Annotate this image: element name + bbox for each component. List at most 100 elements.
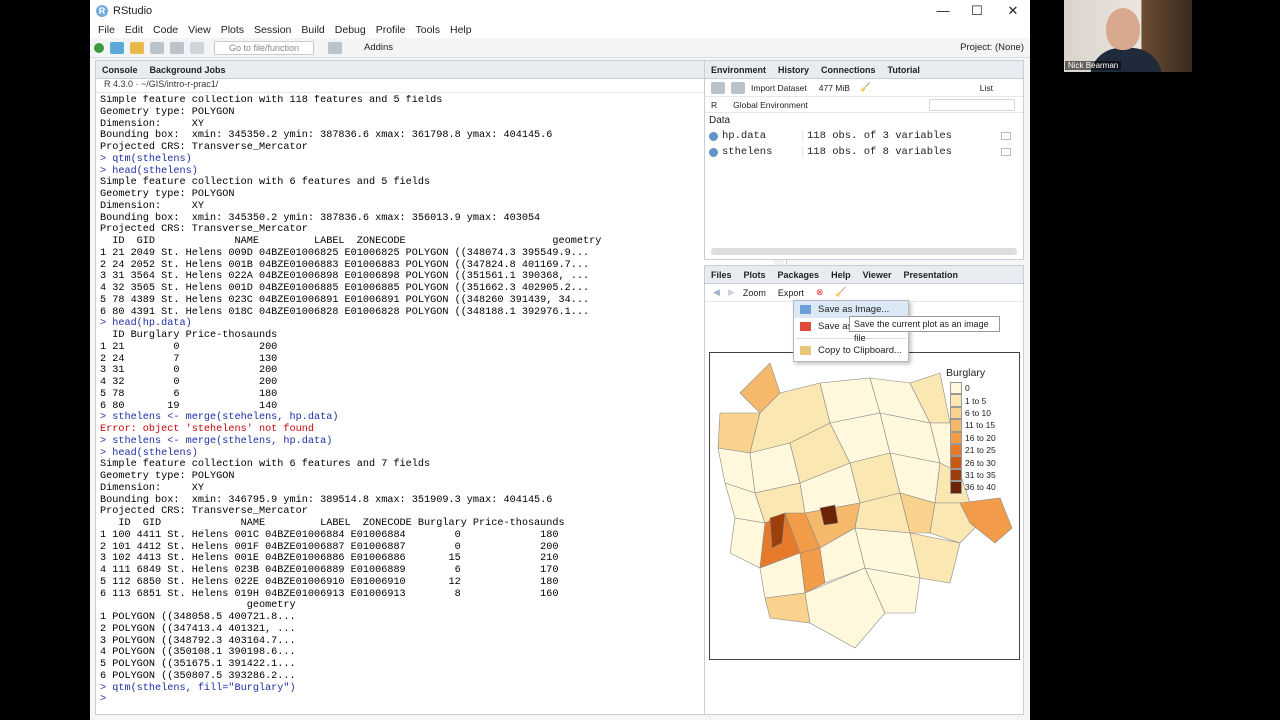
tab-help[interactable]: Help bbox=[831, 269, 851, 280]
console-line: Projected CRS: Transverse_Mercator bbox=[100, 506, 308, 518]
expand-icon[interactable] bbox=[709, 147, 718, 157]
clipboard-icon bbox=[800, 346, 811, 355]
menu-debug[interactable]: Debug bbox=[334, 24, 366, 36]
save-as-pdf-menu-item[interactable]: Save as bbox=[794, 318, 908, 335]
copy-to-clipboard-menu-item[interactable]: Copy to Clipboard... bbox=[794, 342, 908, 359]
rstudio-logo-icon: R bbox=[96, 5, 108, 17]
environment-pane: Environment History Connections Tutorial… bbox=[704, 60, 1024, 260]
console-line: Projected CRS: Transverse_Mercator bbox=[100, 224, 308, 236]
minimize-button[interactable]: — bbox=[936, 3, 950, 18]
menu-code[interactable]: Code bbox=[153, 24, 179, 36]
legend-label: 1 to 5 bbox=[965, 395, 987, 406]
console-line: > head(sthelens) bbox=[100, 447, 198, 459]
import-dataset-button[interactable]: Import Dataset bbox=[751, 82, 807, 93]
console-line: 1 100 4411 St. Helens 001C 04BZE01006884… bbox=[100, 529, 559, 541]
tab-environment[interactable]: Environment bbox=[711, 64, 767, 75]
legend-swatch bbox=[950, 456, 962, 469]
remove-plot-icon[interactable]: ⊗ bbox=[815, 287, 824, 297]
console-line: > sthelens <- merge(stehelens, hp.data) bbox=[100, 412, 339, 424]
menu-profile[interactable]: Profile bbox=[375, 24, 406, 36]
tab-packages[interactable]: Packages bbox=[777, 269, 820, 280]
zoom-button[interactable]: Zoom bbox=[742, 287, 766, 298]
menu-view[interactable]: View bbox=[188, 24, 211, 36]
tab-plots[interactable]: Plots bbox=[743, 269, 766, 280]
load-workspace-icon[interactable] bbox=[711, 81, 725, 94]
map-region bbox=[864, 567, 921, 614]
new-project-icon[interactable] bbox=[110, 41, 124, 54]
tab-history[interactable]: History bbox=[778, 64, 810, 75]
back-arrow-icon[interactable]: ◀ bbox=[713, 287, 720, 297]
main-toolbar: Go to file/function Addins Project: (Non… bbox=[90, 38, 1030, 58]
tab-presentation[interactable]: Presentation bbox=[903, 269, 958, 280]
map-region bbox=[769, 512, 786, 549]
console-line: > sthelens <- merge(sthelens, hp.data) bbox=[100, 435, 333, 447]
expand-icon[interactable] bbox=[709, 131, 718, 141]
environment-toolbar: Import Dataset 477 MiB 🧹 List bbox=[705, 79, 1023, 97]
console-line: ID Burglary Price-thosaunds bbox=[100, 330, 278, 341]
broom-icon[interactable]: 🧹 bbox=[859, 82, 871, 92]
environment-scope-bar: R Global Environment bbox=[705, 97, 1023, 113]
console-line: 4 32 3565 St. Helens 001D 04BZE01006885 … bbox=[100, 283, 590, 294]
console-line: 6 113 6851 St. Helens 019H 04BZE01006913… bbox=[100, 588, 559, 600]
memory-usage[interactable]: 477 MiB bbox=[818, 82, 850, 93]
console-line: 4 111 6849 St. Helens 023B 04BZE01006889… bbox=[100, 565, 559, 576]
goto-file-input[interactable]: Go to file/function bbox=[214, 40, 314, 55]
env-row-hp-data[interactable]: hp.data 118 obs. of 3 variables bbox=[705, 128, 1023, 144]
tab-console[interactable]: Console bbox=[102, 64, 138, 75]
legend-swatch bbox=[950, 406, 962, 420]
env-row-sthelens[interactable]: sthelens 118 obs. of 8 variables bbox=[705, 144, 1023, 160]
menu-tools[interactable]: Tools bbox=[415, 24, 440, 36]
tab-viewer[interactable]: Viewer bbox=[862, 269, 892, 280]
console-line: 2 POLYGON ((347413.4 401321, ... bbox=[100, 623, 296, 635]
menu-file[interactable]: File bbox=[98, 24, 115, 36]
tab-tutorial[interactable]: Tutorial bbox=[887, 64, 920, 75]
print-icon[interactable] bbox=[190, 41, 204, 54]
project-menu[interactable]: Project: (None) bbox=[960, 42, 1024, 53]
console-line: 5 112 6850 St. Helens 022E 04BZE01006910… bbox=[100, 576, 559, 588]
console-line: 2 24 7 130 bbox=[100, 353, 278, 365]
tab-files[interactable]: Files bbox=[711, 269, 732, 280]
menu-help[interactable]: Help bbox=[450, 24, 472, 36]
view-list-menu[interactable]: List bbox=[979, 82, 993, 93]
environment-hscrollbar[interactable] bbox=[711, 248, 1017, 255]
console-line: 5 78 6 180 bbox=[100, 388, 278, 400]
forward-arrow-icon[interactable]: ▶ bbox=[727, 287, 735, 297]
console-line: > qtm(sthelens, fill="Burglary") bbox=[100, 682, 296, 694]
console-output[interactable]: Simple feature collection with 118 featu… bbox=[100, 95, 772, 714]
tab-connections[interactable]: Connections bbox=[821, 64, 876, 75]
environment-tabs: Environment History Connections Tutorial bbox=[705, 61, 1023, 79]
map-region bbox=[729, 517, 766, 569]
menu-edit[interactable]: Edit bbox=[124, 24, 144, 36]
console-line: Dimension: XY bbox=[100, 482, 204, 494]
save-workspace-icon[interactable] bbox=[731, 81, 745, 94]
save-icon[interactable] bbox=[150, 41, 164, 54]
open-file-icon[interactable] bbox=[130, 41, 144, 54]
menu-session[interactable]: Session bbox=[254, 24, 292, 36]
env-var-value: 118 obs. of 3 variables bbox=[802, 130, 1001, 142]
save-as-image-menu-item[interactable]: Save as Image... bbox=[794, 301, 908, 318]
export-menu[interactable]: Export bbox=[777, 287, 804, 298]
save-all-icon[interactable] bbox=[170, 41, 184, 54]
clear-plots-icon[interactable]: 🧹 bbox=[835, 287, 847, 297]
legend-item: 31 to 35 bbox=[950, 468, 1018, 482]
maximize-button[interactable]: ☐ bbox=[971, 3, 983, 18]
addins-menu[interactable]: Addins bbox=[364, 42, 394, 53]
menu-plots[interactable]: Plots bbox=[220, 24, 245, 36]
view-table-icon[interactable] bbox=[1001, 132, 1011, 140]
console-line: 2 24 2052 St. Helens 001B 04BZE01006883 … bbox=[100, 259, 590, 271]
scope-menu[interactable]: Global Environment bbox=[733, 99, 808, 110]
view-table-icon[interactable] bbox=[1001, 148, 1011, 156]
environment-search-input[interactable] bbox=[929, 98, 1015, 111]
save-as-image-label: Save as Image... bbox=[818, 304, 890, 315]
new-file-icon[interactable] bbox=[94, 42, 104, 53]
window-title: RStudio bbox=[113, 5, 153, 17]
legend-item: 0 bbox=[950, 382, 1018, 395]
map-svg bbox=[717, 362, 1013, 649]
close-button[interactable]: ✕ bbox=[1007, 3, 1019, 18]
grid-icon[interactable] bbox=[328, 41, 342, 54]
menu-build[interactable]: Build bbox=[301, 24, 325, 36]
console-line: Geometry type: POLYGON bbox=[100, 106, 235, 118]
console-line: Geometry type: POLYGON bbox=[100, 471, 235, 482]
language-menu[interactable]: R bbox=[711, 99, 718, 110]
tab-background-jobs[interactable]: Background Jobs bbox=[149, 64, 226, 75]
